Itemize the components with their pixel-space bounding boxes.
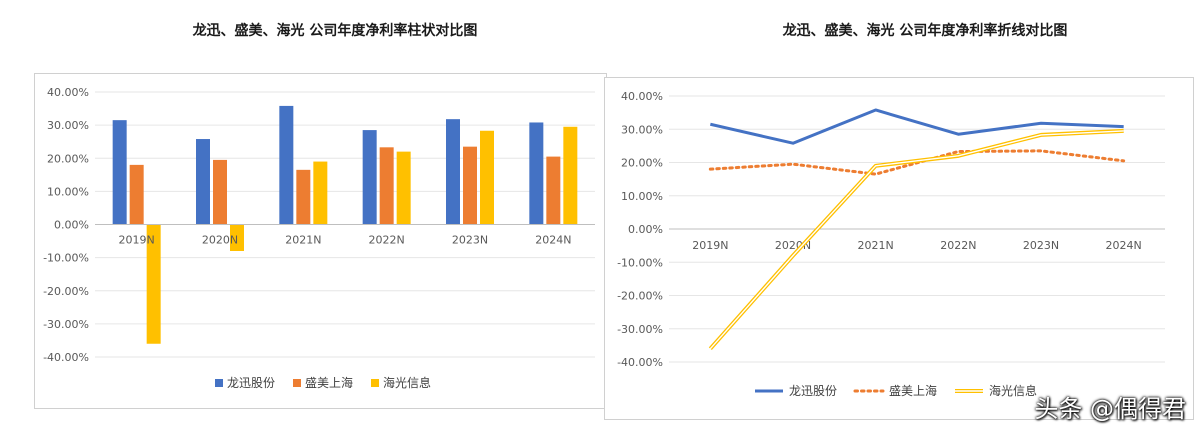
bar-1-0 [129, 164, 144, 225]
y-tick-label: -10.00% [43, 252, 89, 265]
x-tick-label: 2020N [202, 234, 238, 247]
bar-0-3 [362, 130, 377, 225]
bar-1-3 [379, 147, 394, 225]
legend-label-0: 龙迅股份 [227, 376, 275, 390]
bar-0-2 [279, 105, 294, 225]
legend-label-1: 盛美上海 [305, 375, 353, 390]
bar-2-1 [230, 224, 244, 251]
series-line-2-inner [709, 130, 1124, 350]
x-tick-label: 2019N [119, 234, 155, 247]
x-tick-label: 2022N [369, 234, 405, 247]
bar-chart-svg: 40.00% 30.00% 20.00% 10.00% 0.00% -10.00% -20.… [43, 86, 595, 390]
bar-2-3 [396, 151, 411, 225]
bar-1-4 [463, 146, 477, 225]
bar-0-1 [196, 139, 210, 225]
bar-2-2 [313, 161, 328, 225]
legend-label-2: 海光信息 [383, 375, 431, 390]
y-tick-label: -30.00% [617, 323, 663, 336]
bar-2-4 [480, 130, 494, 225]
y-tick-label: 0.00% [628, 223, 663, 236]
x-tick-label: 2023N [452, 234, 488, 247]
line-chart-panel: 40.00% 30.00% 20.00% 10.00% 0.00% -10.00% -20.… [604, 77, 1194, 420]
legend-label-0: 龙迅股份 [789, 384, 837, 398]
line-chart-svg: 40.00% 30.00% 20.00% 10.00% 0.00% -10.00% -20.… [617, 90, 1165, 398]
series-line-0 [709, 108, 1124, 145]
line-chart-title: 龙迅、盛美、海光 公司年度净利率折线对比图 [782, 23, 1068, 39]
legend-swatch-0 [215, 379, 223, 387]
y-tick-label: -20.00% [43, 285, 89, 298]
x-tick-label: 2021N [858, 239, 894, 252]
x-tick-label: 2023N [1023, 239, 1059, 252]
bar-1-2 [296, 169, 311, 225]
bar-chart-panel: 40.00% 30.00% 20.00% 10.00% 0.00% -10.00% -20.… [34, 73, 607, 409]
bar-0-5 [529, 122, 544, 225]
bar-chart-title: 龙迅、盛美、海光 公司年度净利率柱状对比图 [192, 23, 478, 39]
x-tick-label: 2022N [940, 239, 976, 252]
y-tick-label: 20.00% [621, 157, 663, 170]
bar-1-1 [213, 159, 227, 225]
legend-label-2: 海光信息 [989, 383, 1037, 398]
legend-swatch-1 [293, 379, 301, 387]
y-tick-label: 40.00% [621, 90, 663, 103]
bar-2-5 [563, 126, 578, 225]
bar-0-4 [446, 119, 460, 225]
x-tick-label: 2024N [535, 234, 571, 247]
x-tick-label: 2020N [775, 239, 811, 252]
y-tick-label: -30.00% [43, 318, 89, 331]
x-tick-label: 2019N [692, 239, 728, 252]
y-tick-label: 10.00% [47, 185, 89, 198]
y-tick-label: 30.00% [621, 123, 663, 136]
y-tick-label: 10.00% [621, 190, 663, 203]
y-tick-label: -10.00% [617, 256, 663, 269]
y-tick-label: -40.00% [43, 351, 89, 364]
bar-1-5 [546, 156, 561, 225]
watermark-text: 头条 @偶得君 [1034, 395, 1186, 423]
y-tick-label: 30.00% [47, 119, 89, 132]
legend-label-1: 盛美上海 [889, 383, 937, 398]
y-tick-label: 0.00% [54, 219, 89, 232]
x-tick-label: 2024N [1106, 239, 1142, 252]
bar-2-0 [146, 224, 161, 344]
y-tick-label: 40.00% [47, 86, 89, 99]
bar-0-0 [112, 120, 127, 225]
y-tick-label: 20.00% [47, 152, 89, 165]
y-tick-label: -20.00% [617, 290, 663, 303]
y-tick-label: -40.00% [617, 356, 663, 369]
legend-swatch-2 [371, 379, 379, 387]
x-tick-label: 2021N [285, 234, 321, 247]
